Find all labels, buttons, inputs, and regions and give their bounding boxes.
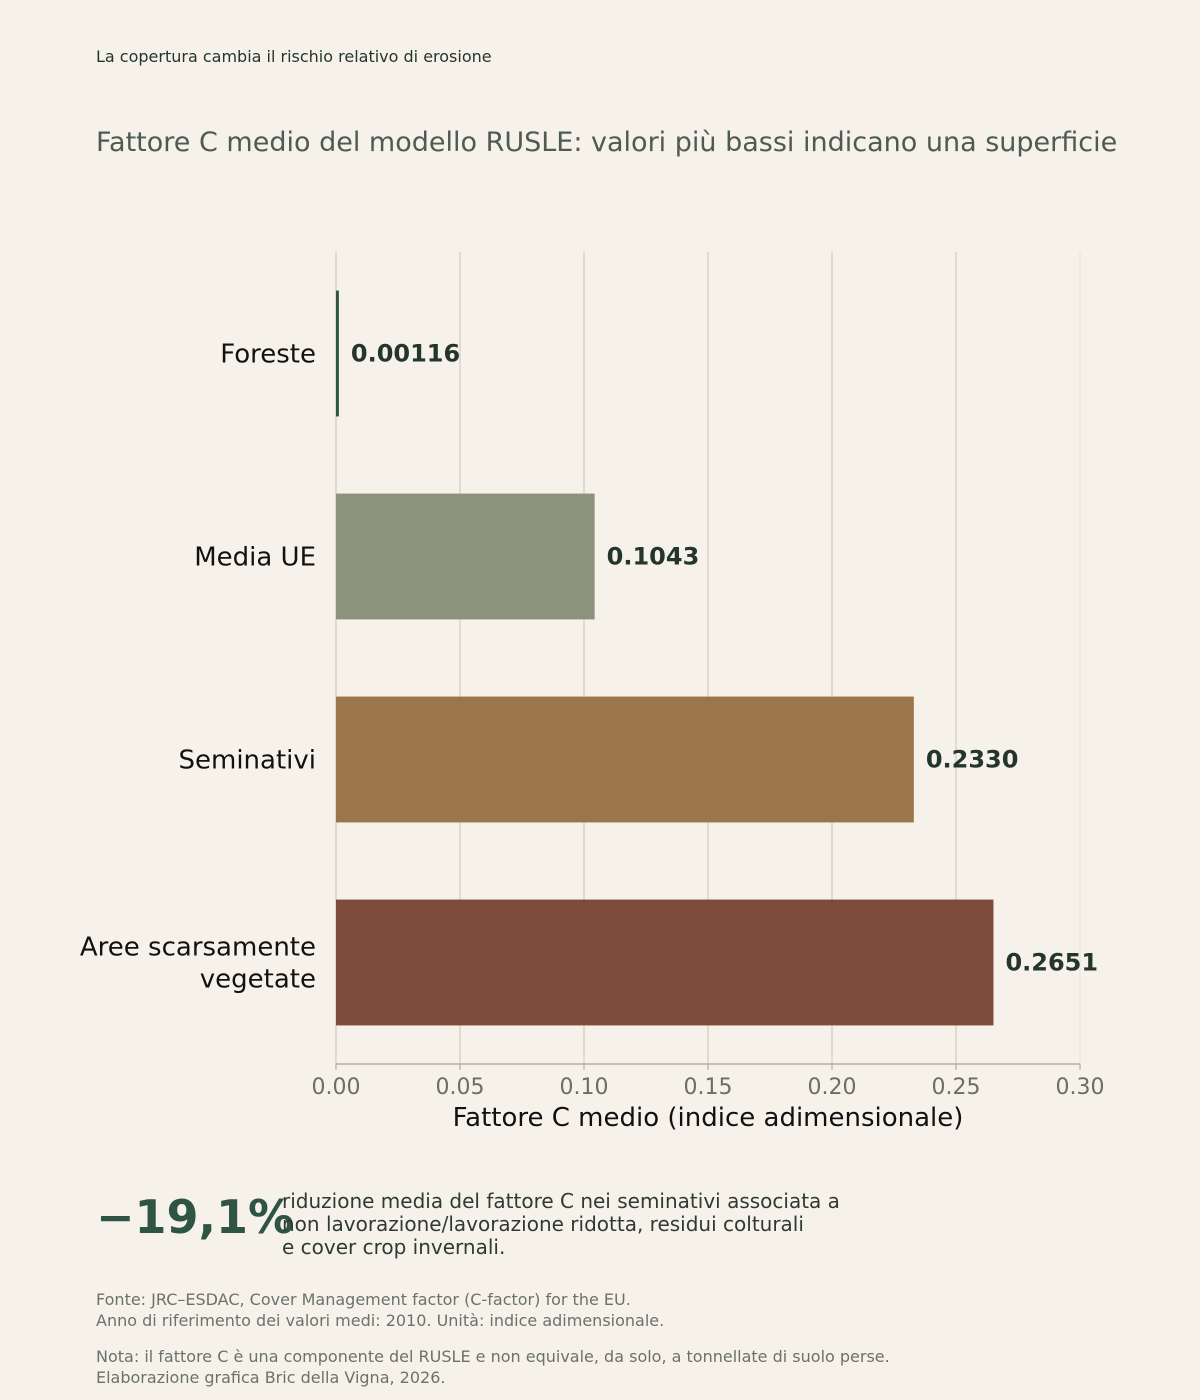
bar: [336, 696, 914, 823]
source-line: Anno di riferimento dei valori medi: 201…: [96, 1311, 665, 1330]
bar-value-label: 0.00116: [351, 340, 460, 368]
method-note: Nota: il fattore C è una componente del …: [96, 1346, 890, 1388]
x-tick-label: 0.30: [1056, 1075, 1105, 1100]
note-line: Nota: il fattore C è una componente del …: [96, 1347, 890, 1366]
x-axis-label: Fattore C medio (indice adimensionale): [453, 1103, 964, 1133]
x-tick-label: 0.20: [808, 1075, 857, 1100]
category-label: Media UE: [194, 543, 316, 573]
source-line: Fonte: JRC–ESDAC, Cover Management facto…: [96, 1290, 631, 1309]
bar-chart: 0.00 0.05 0.10 0.15 0.20 0.25 0.30 Fattore C me…: [80, 252, 1105, 1133]
bar-value-label: 0.1043: [607, 543, 700, 571]
chart-kicker: La copertura cambia il rischio relativo …: [96, 47, 492, 66]
bar: [336, 899, 994, 1026]
category-label: Foreste: [220, 340, 316, 370]
category-label: Aree scarsamente: [80, 933, 316, 963]
key-stat-description: riduzione media del fattore C nei semina…: [282, 1190, 902, 1259]
x-tick-label: 0.00: [312, 1075, 361, 1100]
x-tick-label: 0.05: [436, 1075, 485, 1100]
chart-headline: Fattore C medio del modello RUSLE: valor…: [96, 127, 1118, 158]
bar: [336, 493, 595, 620]
category-label: vegetate: [200, 965, 316, 995]
x-tick-label: 0.10: [560, 1075, 609, 1100]
x-tick-label: 0.15: [684, 1075, 733, 1100]
source-note: Fonte: JRC–ESDAC, Cover Management facto…: [96, 1289, 664, 1331]
bar: [336, 290, 339, 417]
bar-value-label: 0.2330: [926, 746, 1019, 774]
bar-value-label: 0.2651: [1005, 949, 1098, 977]
key-stat-line: non lavorazione/lavorazione ridotta, res…: [282, 1212, 804, 1236]
x-tick-label: 0.25: [932, 1075, 981, 1100]
key-stat-value: −19,1%: [96, 1190, 295, 1244]
key-stat-line: e cover crop invernali.: [282, 1235, 506, 1259]
category-label: Seminativi: [179, 746, 317, 776]
key-stat-line: riduzione media del fattore C nei semina…: [282, 1189, 840, 1213]
note-line: Elaborazione grafica Bric della Vigna, 2…: [96, 1368, 446, 1387]
